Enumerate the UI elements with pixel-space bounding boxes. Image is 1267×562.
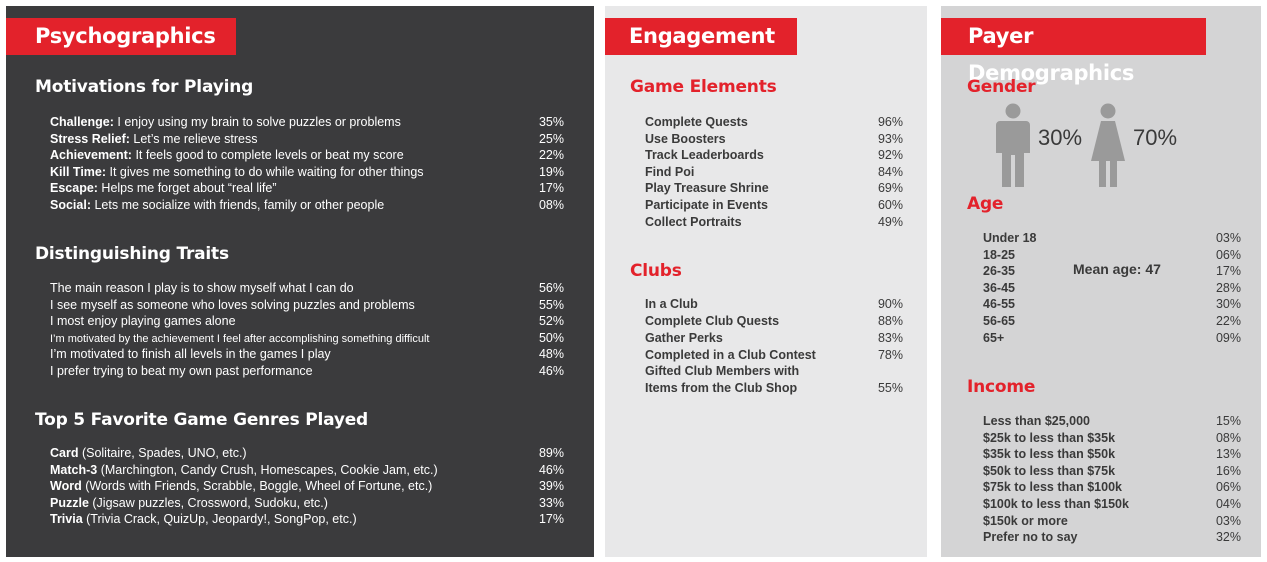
list-item: 36-45 28%: [983, 280, 1241, 295]
list-item: Escape: Helps me forget about “real life…: [50, 181, 564, 196]
list-item: 26-35 17%: [983, 264, 1241, 279]
demographics-title: Payer Demographics: [941, 18, 1206, 85]
list-item: $50k to less than $75k 16%: [983, 463, 1241, 478]
list-item: I most enjoy playing games alone 52%: [50, 314, 564, 329]
list-item: $25k to less than $35k 08%: [983, 430, 1241, 445]
psychographics-title: Psychographics: [6, 18, 236, 55]
list-item: Gather Perks 83%: [645, 331, 903, 345]
list-item: Complete Club Quests 88%: [645, 314, 903, 328]
mean-age: Mean age: 47: [1073, 261, 1161, 277]
list-item: I’m motivated to finish all levels in th…: [50, 347, 564, 362]
traits-heading: Distinguishing Traits: [35, 244, 229, 264]
list-item: Trivia (Trivia Crack, QuizUp, Jeopardy!,…: [50, 512, 564, 527]
list-item: Collect Portraits 49%: [645, 214, 903, 229]
list-item: Play Treasure Shrine 69%: [645, 181, 903, 196]
list-item: Under 18 03%: [983, 231, 1241, 245]
clubs-heading: Clubs: [630, 261, 682, 281]
motivations-heading: Motivations for Playing: [35, 77, 254, 97]
list-item: Stress Relief: Let’s me relieve stress 25…: [50, 131, 564, 146]
male-percent: 30%: [1038, 125, 1083, 150]
list-item: Items from the Club Shop 55%: [645, 381, 903, 395]
list-item: Find Poi 84%: [645, 164, 903, 179]
list-item: Kill Time: It gives me something to do w…: [50, 164, 564, 179]
list-item: Participate in Events 60%: [645, 198, 903, 212]
psychographics-panel: Psychographics Motivations for Playing C…: [6, 6, 594, 557]
male-icon: [996, 103, 1030, 187]
engagement-title: Engagement: [605, 18, 797, 55]
age-heading: Age: [967, 194, 1004, 214]
list-item: $150k or more 03%: [983, 513, 1241, 528]
list-item: Gifted Club Members with: [645, 364, 800, 378]
list-item: Complete Quests 96%: [645, 115, 903, 129]
list-item: 65+ 09%: [983, 330, 1241, 345]
list-item: I prefer trying to beat my own past perf…: [50, 364, 564, 378]
genres-heading: Top 5 Favorite Game Genres Played: [35, 410, 369, 430]
gender-heading: Gender: [967, 77, 1036, 97]
list-item: Track Leaderboards 92%: [645, 148, 903, 163]
list-item: Use Boosters 93%: [645, 131, 903, 146]
list-item: $35k to less than $50k 13%: [983, 447, 1241, 462]
list-item: I’m motivated by the achievement I feel …: [50, 330, 564, 345]
demographics-panel: Payer Demographics Gender 30% 70% Age Me…: [941, 6, 1261, 557]
list-item: Social: Lets me socialize with friends, …: [50, 198, 564, 212]
list-item: 18-25 06%: [983, 247, 1241, 262]
list-item: Less than $25,000 15%: [983, 414, 1241, 428]
list-item: $75k to less than $100k 06%: [983, 480, 1241, 495]
list-item: Puzzle (Jigsaw puzzles, Crossword, Sudok…: [50, 495, 564, 510]
game-elements-heading: Game Elements: [630, 77, 777, 97]
list-item: The main reason I play is to show myself…: [50, 281, 564, 295]
female-percent: 70%: [1133, 125, 1178, 150]
list-item: 46-55 30%: [983, 297, 1241, 312]
list-item: $100k to less than $150k 04%: [983, 497, 1241, 511]
list-item: Word (Words with Friends, Scrabble, Bogg…: [50, 479, 564, 494]
list-item: In a Club 90%: [645, 297, 903, 311]
income-heading: Income: [967, 377, 1036, 397]
list-item: I see myself as someone who loves solvin…: [50, 297, 564, 312]
list-item: Card (Solitaire, Spades, UNO, etc.) 89%: [50, 446, 564, 460]
female-icon: [1091, 103, 1125, 187]
list-item: 56-65 22%: [983, 314, 1241, 328]
list-item: Completed in a Club Contest 78%: [645, 348, 903, 362]
list-item: Achievement: It feels good to complete l…: [50, 148, 564, 163]
list-item: Match-3 (Marchington, Candy Crush, Homes…: [50, 462, 564, 477]
list-item: Prefer no to say 32%: [983, 530, 1241, 545]
engagement-panel: Engagement Game Elements Complete Quests…: [605, 6, 927, 557]
list-item: Challenge: I enjoy using my brain to sol…: [50, 115, 564, 129]
